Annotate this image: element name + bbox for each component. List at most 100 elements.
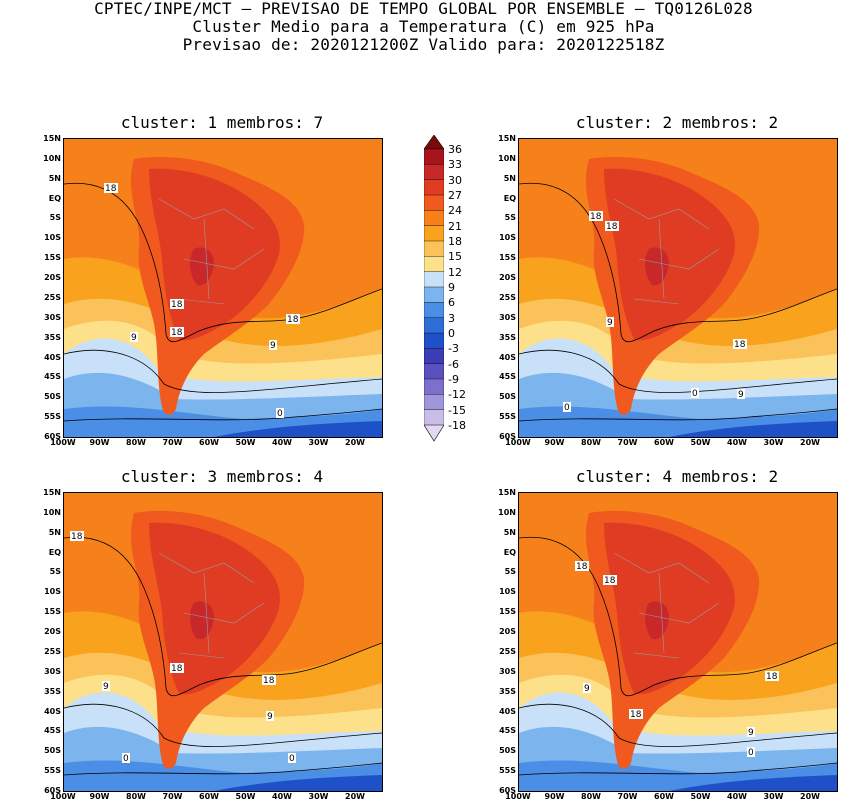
lat-tick-label: 20S [499, 273, 516, 283]
colorbar-segment [423, 317, 445, 334]
lat-tick-label: 35S [44, 332, 61, 342]
lat-tick-label: 5N [48, 527, 61, 537]
svg-text:9: 9 [103, 682, 109, 692]
lat-tick-label: 5N [503, 527, 516, 537]
contour-label: 9 [583, 683, 591, 694]
header-title: CPTEC/INPE/MCT – PREVISAO DE TEMPO GLOBA… [94, 0, 753, 18]
colorbar-segment [423, 225, 445, 242]
header-subtitle: Cluster Medio para a Temperatura (C) em … [192, 17, 655, 36]
lon-tick-label: 60W [654, 792, 674, 801]
lat-tick-label: 15S [44, 607, 61, 617]
contour-0 [519, 408, 837, 422]
lon-tick-label: 30W [308, 438, 329, 447]
lat-tick-label: 20S [499, 627, 516, 637]
contour-9 [519, 703, 837, 747]
country-borders [158, 552, 265, 659]
svg-text:18: 18 [263, 676, 275, 686]
colorbar-tick-label: 0 [448, 327, 455, 340]
contour-label: 0 [691, 388, 699, 399]
svg-text:18: 18 [287, 315, 299, 325]
lat-tick-label: 35S [499, 686, 516, 696]
colorbar-segment [423, 348, 445, 365]
lat-tick-label: 40S [499, 706, 516, 716]
contour-label: 0 [122, 753, 130, 764]
colorbar-tick-label: -3 [448, 342, 459, 356]
svg-text:9: 9 [607, 318, 613, 328]
lat-tick-label: 15S [499, 607, 516, 617]
colorbar-segment [423, 148, 445, 166]
lon-tick-label: 30W [308, 792, 329, 801]
colorbar-segment [423, 286, 445, 304]
lat-tick-label: 35S [44, 686, 61, 696]
colorbar-scale [423, 134, 445, 442]
lat-tick-label: 50S [44, 746, 61, 756]
lat-tick-label: 50S [499, 392, 516, 402]
lat-tick-label: 55S [499, 412, 516, 422]
contour-label: 9 [747, 727, 755, 738]
lat-tick-label: 50S [499, 746, 516, 756]
svg-text:18: 18 [105, 184, 117, 194]
svg-text:18: 18 [590, 212, 602, 222]
colorbar-tick-label: 36 [448, 143, 462, 156]
svg-text:0: 0 [123, 754, 129, 764]
contour-label: 0 [563, 402, 571, 413]
svg-text:9: 9 [267, 712, 273, 722]
band-0 [669, 421, 837, 437]
lat-tick-label: 30S [499, 312, 516, 322]
svg-text:18: 18 [766, 672, 778, 682]
svg-text:18: 18 [576, 562, 588, 572]
header-dates: Previsao de: 2020121200Z Valido para: 20… [182, 35, 665, 54]
continent-27 [604, 522, 735, 695]
lat-tick-label: 45S [499, 372, 516, 382]
band-0 [669, 775, 837, 791]
lon-tick-label: 80W [581, 792, 601, 801]
contour-label: 18 [170, 663, 184, 674]
lon-tick-label: 50W [690, 438, 711, 447]
contour-label: 0 [747, 747, 755, 758]
country-borders [613, 552, 720, 659]
colorbar-top-arrow [423, 134, 445, 150]
contour-0 [64, 762, 382, 776]
lat-tick-label: 5S [504, 567, 516, 577]
colorbar-tick-label: 3 [448, 311, 455, 325]
lat-tick-label: 45S [44, 726, 61, 736]
lat-tick-label: EQ [48, 547, 61, 557]
colorbar-segment [423, 409, 445, 426]
colorbar-tick-label: -12 [448, 388, 466, 402]
lon-tick-label: 60W [199, 792, 219, 801]
lat-tick-label: 10S [499, 587, 516, 597]
colorbar-tick-label: 33 [448, 158, 462, 172]
lat-tick-label: 10N [498, 507, 516, 517]
band-0 [214, 421, 382, 437]
continent-27 [149, 522, 280, 695]
lat-tick-label: 50S [44, 392, 61, 402]
temperature-field: 18 18 9 18 9 0 0 [519, 139, 837, 437]
lon-tick-label: 50W [235, 438, 256, 447]
contour-label: 18 [170, 327, 184, 338]
colorbar-tick-label: 12 [448, 265, 462, 279]
colorbar-tick-label: 6 [448, 296, 455, 310]
panel-title-2: cluster: 2 membros: 2 [575, 113, 779, 132]
contour-label: 18 [629, 709, 643, 720]
band-0 [214, 775, 382, 791]
lat-tick-label: 15N [498, 488, 516, 497]
lat-tick-label: 10N [43, 153, 61, 163]
contour-label: 18 [733, 339, 747, 350]
lon-tick-label: 30W [763, 438, 784, 447]
continent-30 [190, 247, 214, 286]
colorbar-segment [423, 332, 445, 350]
lat-tick-label: 5N [48, 173, 61, 183]
colorbar-tick-label: -6 [448, 357, 459, 371]
contour-label: 9 [102, 681, 110, 692]
temperature-field: 18 18 18 9 9 0 0 [64, 493, 382, 791]
colorbar: 36 33 30 27 24 21 18 15 12 9 6 3 0 -3 -6 -9 -12 -15 -18 [423, 134, 484, 445]
lat-tick-label: 20S [44, 273, 61, 283]
lon-tick-label: 40W [727, 438, 747, 447]
svg-text:0: 0 [277, 409, 283, 419]
contour-label: 9 [130, 332, 138, 343]
temperature-field: 18 18 18 9 18 9 0 [519, 493, 837, 791]
colorbar-segment [423, 240, 445, 258]
lat-tick-label: 45S [499, 726, 516, 736]
contour-label: 18 [262, 675, 276, 686]
svg-text:18: 18 [630, 710, 642, 720]
